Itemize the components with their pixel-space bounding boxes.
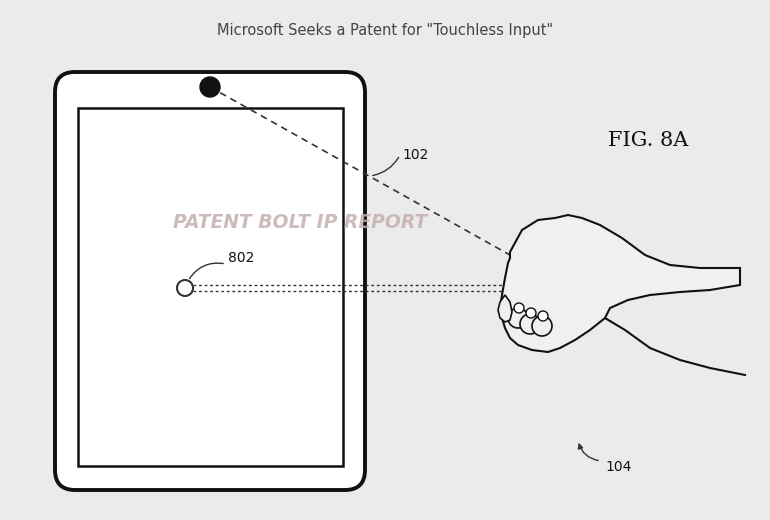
- Bar: [78, 108, 343, 466]
- Circle shape: [532, 316, 552, 336]
- FancyBboxPatch shape: [55, 72, 365, 490]
- Circle shape: [520, 314, 540, 334]
- Circle shape: [514, 303, 524, 313]
- Circle shape: [200, 77, 220, 97]
- Polygon shape: [498, 295, 512, 322]
- Circle shape: [508, 308, 528, 328]
- Text: 104: 104: [605, 460, 631, 474]
- Text: 102: 102: [402, 148, 428, 162]
- Text: FIG. 8A: FIG. 8A: [608, 131, 688, 150]
- Circle shape: [526, 308, 536, 318]
- FancyArrowPatch shape: [373, 158, 399, 176]
- Text: PATENT BOLT IP REPORT: PATENT BOLT IP REPORT: [173, 213, 427, 231]
- FancyArrowPatch shape: [189, 263, 223, 279]
- FancyArrowPatch shape: [578, 444, 598, 461]
- Polygon shape: [500, 215, 740, 352]
- Circle shape: [538, 311, 548, 321]
- Text: Microsoft Seeks a Patent for "Touchless Input": Microsoft Seeks a Patent for "Touchless …: [217, 22, 553, 37]
- Text: 802: 802: [228, 251, 254, 265]
- Circle shape: [177, 280, 193, 296]
